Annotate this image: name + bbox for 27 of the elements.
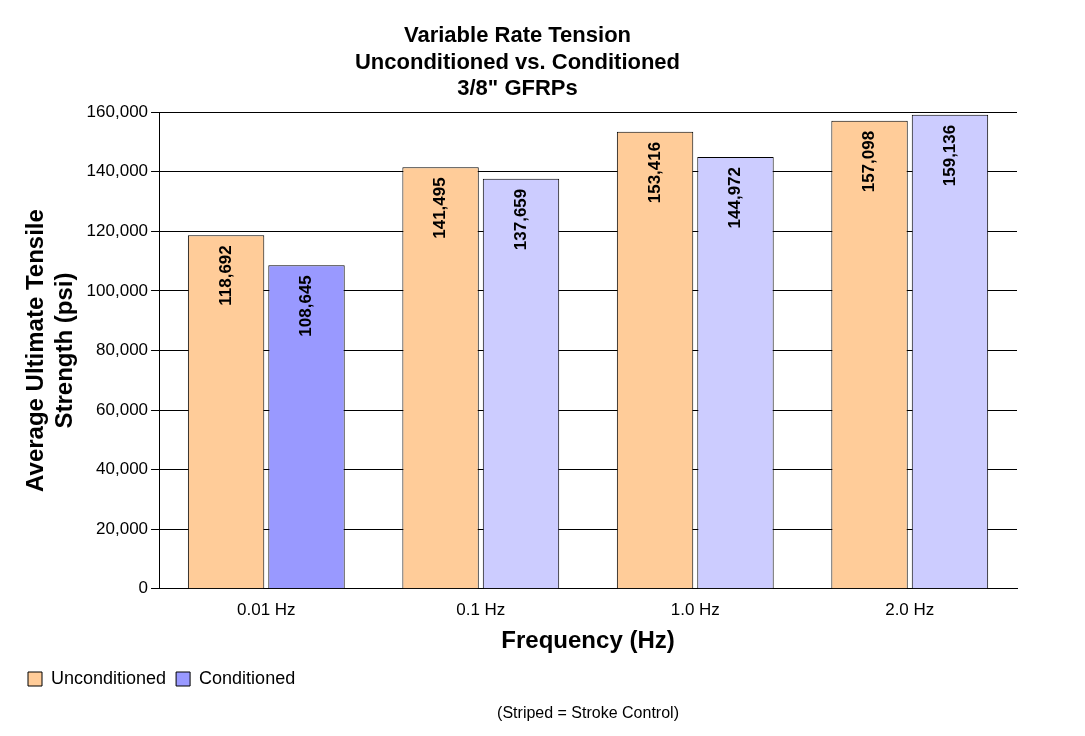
y-tick-label: 140,000 [86, 161, 149, 181]
x-tick-label: 0.01 Hz [237, 599, 296, 619]
x-tick-label: 1.0 Hz [670, 599, 720, 619]
y-tick-label: 120,000 [86, 221, 149, 241]
data-label: 144,972 [725, 166, 745, 229]
data-label: 108,645 [296, 275, 316, 337]
y-tick-label: 20,000 [96, 518, 149, 538]
data-label: 141,495 [430, 177, 450, 239]
x-tick-label: 0.1 Hz [456, 599, 506, 619]
data-label: 153,416 [644, 141, 664, 204]
y-tick-label: 0 [138, 578, 149, 598]
legend-label: Unconditioned [51, 667, 167, 688]
text: (Striped = Stroke Control) [497, 704, 679, 722]
x-tick-label: 2.0 Hz [885, 599, 935, 619]
y-tick-label: 80,000 [96, 340, 149, 360]
data-label: 137,659 [510, 188, 530, 251]
data-label: 118,692 [215, 245, 235, 306]
data-label: 157,098 [859, 130, 879, 193]
legend-label: Conditioned [199, 667, 296, 688]
y-axis-title: Average Ultimate Tensile Strength (psi) [21, 209, 77, 492]
y-tick-label: 160,000 [86, 101, 149, 121]
data-label: 159,136 [939, 124, 959, 187]
x-axis-title: Frequency (Hz) [501, 626, 675, 654]
y-tick-label: 40,000 [96, 459, 149, 479]
y-tick-label: 60,000 [96, 399, 149, 419]
y-tick-label: 100,000 [86, 280, 149, 300]
chart-title: Variable Rate Tension Unconditioned vs. Conditioned 3/8" GFRPs [354, 22, 681, 101]
